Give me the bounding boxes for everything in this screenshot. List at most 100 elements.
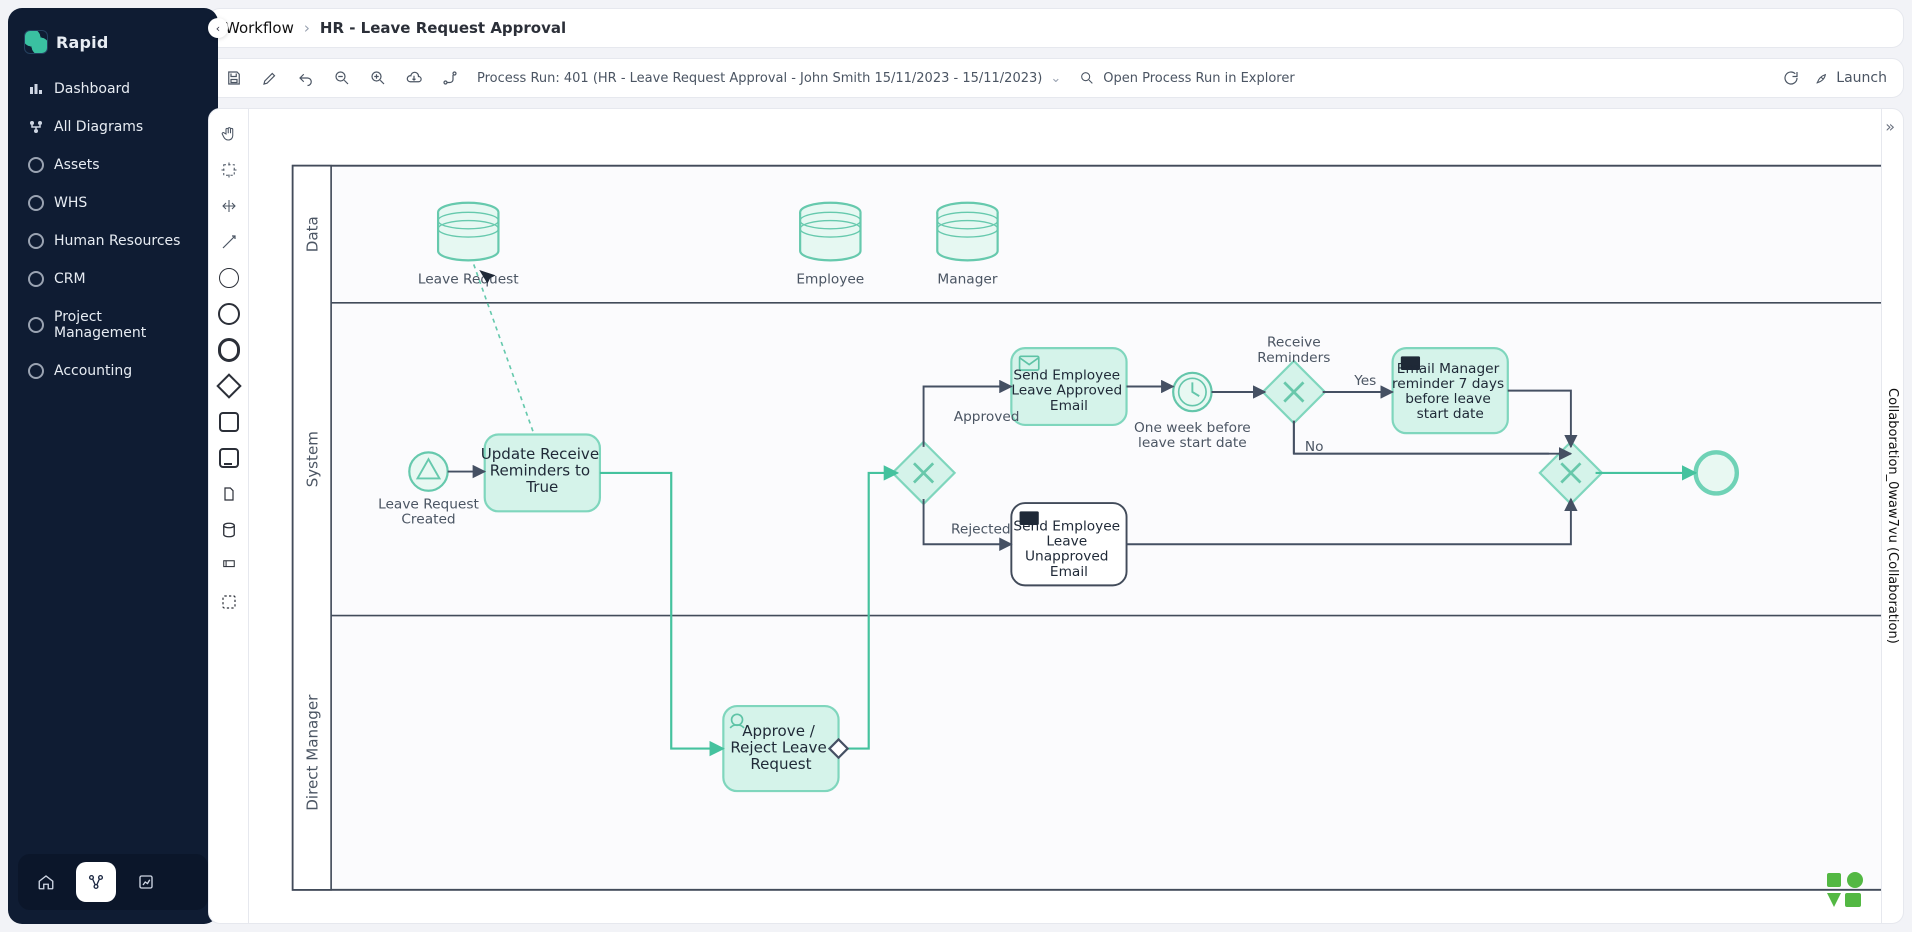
cloud-icon[interactable]: [405, 69, 423, 87]
toolbar-right: Launch: [1782, 69, 1887, 87]
right-panel-label: Collaboration_0waw7vu (Collaboration): [1885, 388, 1900, 644]
nav-item-accounting[interactable]: Accounting: [18, 354, 208, 388]
nav-item-whs[interactable]: WHS: [18, 186, 208, 220]
datastore-employee[interactable]: Employee: [796, 203, 864, 288]
task-email-manager[interactable]: Email Manager reminder 7 days before lea…: [1392, 348, 1509, 433]
route-icon[interactable]: [441, 69, 459, 87]
sidebar-footer: [18, 854, 208, 910]
nav-item-all-diagrams[interactable]: All Diagrams: [18, 110, 208, 144]
label-yes: Yes: [1353, 373, 1376, 389]
app-root: ‹ Rapid Dashboard All Diagrams Assets WH…: [0, 0, 1912, 932]
tree-icon: [28, 119, 44, 135]
canvas[interactable]: Data System Direct Manager Leave Request: [249, 109, 1881, 923]
refresh-icon[interactable]: [1782, 69, 1800, 87]
panel-collapse-icon[interactable]: »: [1885, 117, 1895, 136]
shape-palette: [209, 109, 249, 923]
ring-icon: [28, 363, 44, 379]
task-send-approved[interactable]: Send Employee Leave Approved Email: [1011, 348, 1126, 425]
label-no: No: [1305, 439, 1324, 455]
nav-item-crm[interactable]: CRM: [18, 262, 208, 296]
ring-icon: [28, 317, 44, 333]
intermediate-event-icon[interactable]: [218, 303, 240, 325]
ring-icon: [28, 233, 44, 249]
diagram-button[interactable]: [76, 862, 116, 902]
task-send-unapproved[interactable]: Send Employee Leave Unapproved Email: [1011, 503, 1126, 585]
brand: Rapid: [18, 22, 208, 72]
breadcrumb-leaf: HR - Leave Request Approval: [320, 19, 566, 37]
chevron-right-icon: ›: [304, 19, 310, 37]
hand-tool-icon[interactable]: [218, 123, 240, 145]
pool-icon[interactable]: [218, 555, 240, 577]
brand-name: Rapid: [56, 33, 109, 52]
nav-label: Project Management: [54, 309, 198, 341]
brand-logo-icon: [24, 30, 48, 54]
open-in-explorer-link[interactable]: Open Process Run in Explorer: [1079, 70, 1294, 86]
sidebar: ‹ Rapid Dashboard All Diagrams Assets WH…: [8, 8, 218, 924]
workspace: »: [208, 108, 1904, 924]
breadcrumb-bar: Workflow › HR - Leave Request Approval: [208, 8, 1904, 48]
svg-text:One week beforeleave start dat: One week beforeleave start date: [1134, 420, 1251, 451]
open-in-explorer-label: Open Process Run in Explorer: [1103, 71, 1294, 86]
process-run-label: Process Run: 401 (HR - Leave Request App…: [477, 71, 1042, 86]
ring-icon: [28, 157, 44, 173]
bars-icon: [28, 81, 44, 97]
nav-item-project-management[interactable]: Project Management: [18, 300, 208, 350]
lane-label-data: Data: [303, 216, 321, 252]
start-event-icon[interactable]: [218, 267, 240, 289]
label-approved: Approved: [954, 409, 1020, 425]
zoom-in-icon[interactable]: [369, 69, 387, 87]
svg-text:ReceiveReminders: ReceiveReminders: [1257, 335, 1330, 366]
nav-label: Dashboard: [54, 81, 130, 97]
bpmn-diagram[interactable]: Data System Direct Manager Leave Request: [279, 129, 1881, 923]
toolbar-left: Process Run: 401 (HR - Leave Request App…: [225, 69, 1295, 87]
right-panel-tab[interactable]: Collaboration_0waw7vu (Collaboration): [1881, 109, 1903, 923]
datastore-manager[interactable]: Manager: [937, 203, 998, 288]
nav-label: Assets: [54, 157, 100, 173]
launch-label: Launch: [1836, 70, 1887, 86]
zoom-out-icon[interactable]: [333, 69, 351, 87]
end-event-icon[interactable]: [218, 339, 240, 361]
breadcrumb: Workflow › HR - Leave Request Approval: [225, 19, 566, 37]
process-run-selector[interactable]: Process Run: 401 (HR - Leave Request App…: [477, 71, 1061, 86]
task-update-reminders[interactable]: Update Receive Reminders to True: [481, 435, 604, 512]
nav-label: All Diagrams: [54, 119, 143, 135]
nav: Dashboard All Diagrams Assets WHS Human …: [18, 72, 208, 388]
subprocess-icon[interactable]: [218, 447, 240, 469]
ring-icon: [28, 195, 44, 211]
save-icon[interactable]: [225, 69, 243, 87]
ring-icon: [28, 271, 44, 287]
breadcrumb-root[interactable]: Workflow: [225, 19, 294, 37]
datastore-label: Leave Request: [418, 272, 519, 288]
task-icon[interactable]: [218, 411, 240, 433]
nav-label: CRM: [54, 271, 86, 287]
nav-label: Human Resources: [54, 233, 180, 249]
edit-icon[interactable]: [261, 69, 279, 87]
connect-tool-icon[interactable]: [218, 231, 240, 253]
lane-label-manager: Direct Manager: [303, 694, 321, 811]
nav-item-assets[interactable]: Assets: [18, 148, 208, 182]
launch-button[interactable]: Launch: [1814, 70, 1887, 86]
reports-button[interactable]: [126, 862, 166, 902]
nav-label: Accounting: [54, 363, 132, 379]
space-tool-icon[interactable]: [218, 195, 240, 217]
chevron-down-icon: ⌄: [1050, 71, 1061, 86]
group-icon[interactable]: [218, 591, 240, 613]
undo-icon[interactable]: [297, 69, 315, 87]
datastore-label: Manager: [937, 272, 997, 288]
lasso-tool-icon[interactable]: [218, 159, 240, 181]
nav-item-human-resources[interactable]: Human Resources: [18, 224, 208, 258]
bpmn-logo-icon: [1825, 871, 1865, 911]
lane-label-system: System: [303, 431, 321, 487]
main: Workflow › HR - Leave Request Approval P…: [208, 8, 1904, 924]
end-event[interactable]: [1696, 452, 1737, 493]
nav-item-dashboard[interactable]: Dashboard: [18, 72, 208, 106]
data-store-icon[interactable]: [218, 519, 240, 541]
home-button[interactable]: [26, 862, 66, 902]
nav-label: WHS: [54, 195, 87, 211]
data-object-icon[interactable]: [218, 483, 240, 505]
toolbar: Process Run: 401 (HR - Leave Request App…: [208, 58, 1904, 98]
datastore-label: Employee: [796, 272, 864, 288]
gateway-icon[interactable]: [218, 375, 240, 397]
sidebar-collapse-button[interactable]: ‹: [208, 18, 228, 38]
task-approve-reject[interactable]: Approve / Reject Leave Request: [723, 706, 838, 791]
